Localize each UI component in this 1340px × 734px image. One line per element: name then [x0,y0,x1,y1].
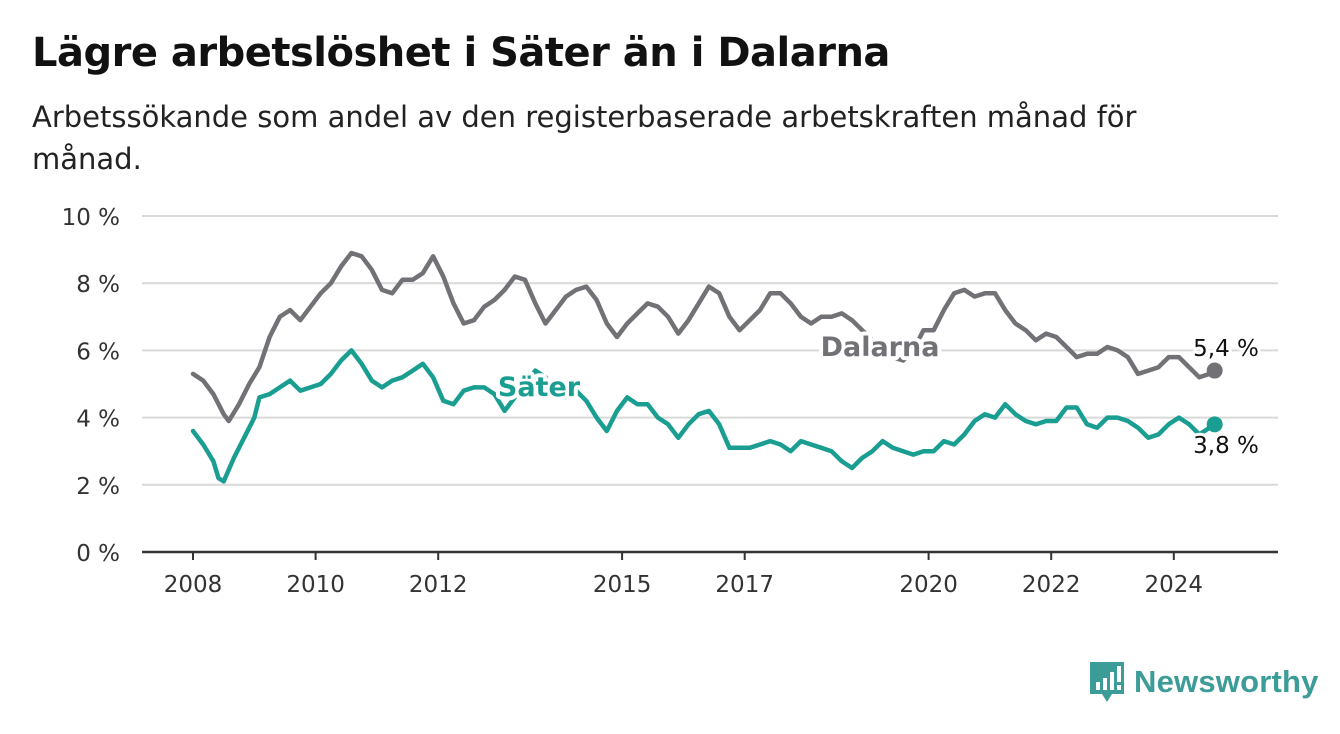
x-tick-label: 2022 [1022,572,1081,598]
series-line-sater [190,348,1217,484]
series-end-marker [1206,416,1223,433]
x-tick-label: 2017 [715,572,774,598]
series-end-marker [1206,362,1223,379]
x-tick-label: 2008 [164,572,223,598]
y-tick-label: 2 % [76,474,120,500]
y-tick-label: 8 % [76,272,120,298]
y-tick-label: 0 % [76,541,120,567]
x-tick-label: 2015 [593,572,652,598]
series-label-sater: Säter [498,372,581,403]
y-tick-label: 6 % [76,339,120,365]
brand-name: Newsworthy [1134,664,1319,699]
end-value-label: 5,4 % [1193,336,1259,362]
axes: 0 % 2 % 4 % 6 % 8 % 10 % 2008 2010 2012 2015 2017 2… [62,205,1278,598]
newsworthy-logo: Newsworthy [1088,660,1319,704]
y-tick-label: 10 % [62,205,120,231]
y-tick-label: 4 % [76,407,120,433]
x-tick-label: 2012 [409,572,468,598]
x-tick-label: 2024 [1145,572,1204,598]
grid-lines [142,215,1278,486]
end-value-label: 3,8 % [1193,433,1259,459]
chart-title: Lägre arbetslöshet i Säter än i Dalarna [32,30,890,76]
chart-subtitle: Arbetssökande som andel av den registerb… [32,100,1137,176]
newsworthy-icon [1090,662,1124,702]
x-tick-label: 2010 [286,572,345,598]
series-labels: Dalarna Säter 5,4 % 3,8 % [494,328,1262,462]
series-label-dalarna: Dalarna [821,332,940,363]
series-line-dalarna [190,250,1217,424]
x-tick-label: 2020 [899,572,958,598]
series-lines [190,250,1223,484]
